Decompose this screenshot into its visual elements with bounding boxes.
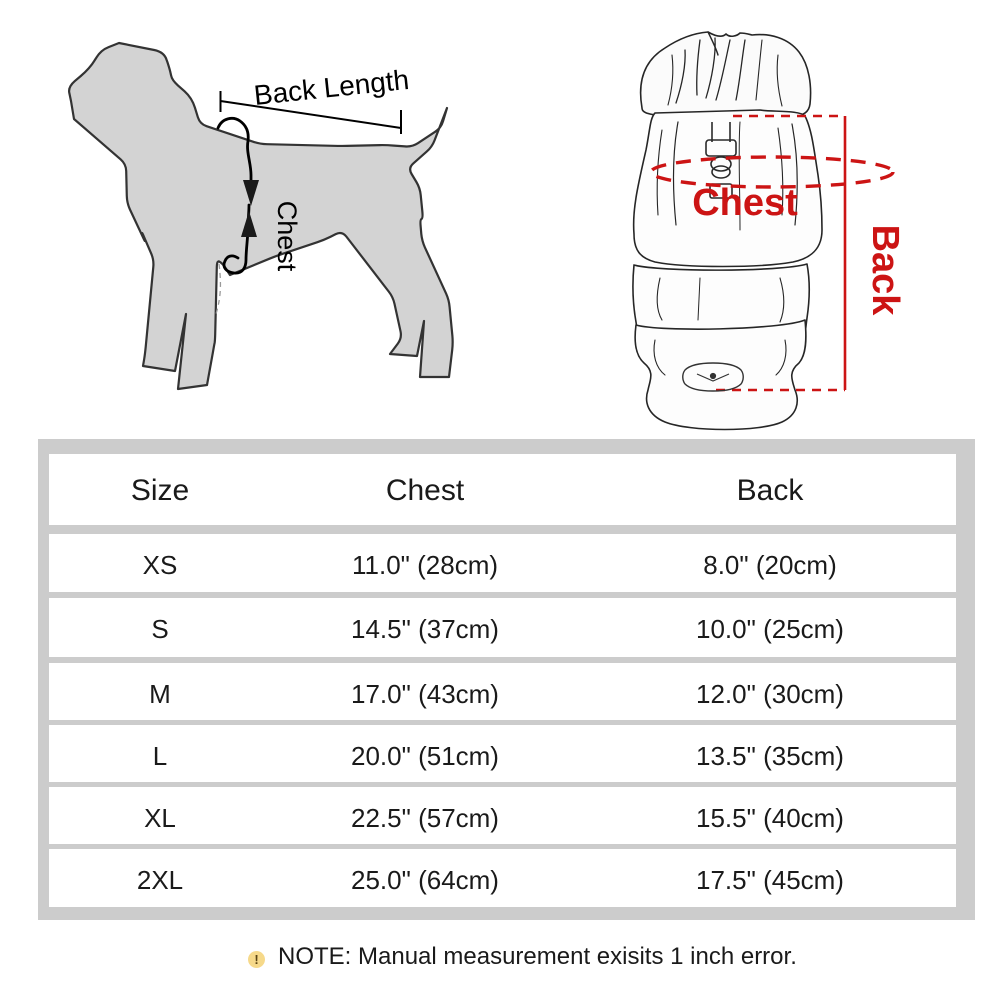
svg-text:Back: Back xyxy=(864,225,906,317)
svg-text:Chest: Chest xyxy=(692,182,798,224)
svg-text:Back Length: Back Length xyxy=(252,64,410,111)
svg-text:Chest: Chest xyxy=(272,201,302,272)
